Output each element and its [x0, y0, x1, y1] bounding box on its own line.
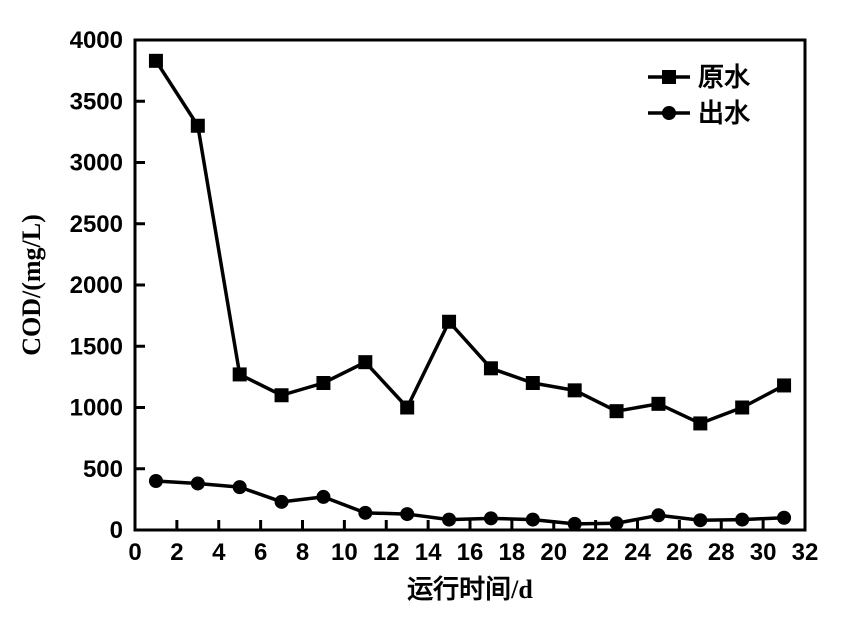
svg-text:16: 16 [457, 539, 484, 566]
svg-text:12: 12 [373, 539, 400, 566]
chart-container: 0246810121416182022242628303205001000150… [0, 0, 856, 627]
svg-text:0: 0 [110, 517, 123, 544]
svg-text:14: 14 [415, 539, 442, 566]
svg-text:8: 8 [296, 539, 309, 566]
svg-text:3500: 3500 [70, 88, 123, 115]
svg-text:24: 24 [624, 539, 651, 566]
svg-text:4000: 4000 [70, 27, 123, 54]
svg-text:运行时间/d: 运行时间/d [407, 574, 533, 604]
svg-text:500: 500 [83, 456, 123, 483]
svg-text:6: 6 [254, 539, 267, 566]
svg-text:2500: 2500 [70, 211, 123, 238]
svg-text:32: 32 [792, 539, 819, 566]
svg-text:1000: 1000 [70, 395, 123, 422]
svg-text:20: 20 [540, 539, 567, 566]
svg-text:3000: 3000 [70, 150, 123, 177]
svg-text:4: 4 [212, 539, 226, 566]
svg-text:2: 2 [170, 539, 183, 566]
svg-text:原水: 原水 [698, 63, 751, 92]
svg-text:1500: 1500 [70, 333, 123, 360]
svg-text:22: 22 [582, 539, 609, 566]
svg-text:10: 10 [331, 539, 358, 566]
svg-text:0: 0 [128, 539, 141, 566]
svg-text:26: 26 [666, 539, 693, 566]
svg-text:30: 30 [750, 539, 777, 566]
svg-text:出水: 出水 [698, 99, 751, 128]
svg-text:18: 18 [499, 539, 526, 566]
svg-text:COD/(mg/L): COD/(mg/L) [17, 214, 46, 356]
svg-text:28: 28 [708, 539, 735, 566]
cod-line-chart: 0246810121416182022242628303205001000150… [0, 0, 856, 627]
svg-text:2000: 2000 [70, 272, 123, 299]
